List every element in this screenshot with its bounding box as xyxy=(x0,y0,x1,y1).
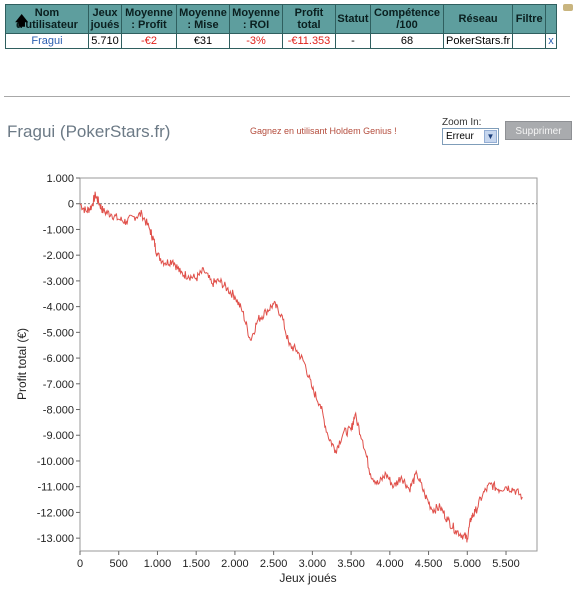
x-tick-label: 3.000 xyxy=(299,558,327,570)
profit-series-line xyxy=(79,191,523,543)
x-axis-label: Jeux joués xyxy=(279,571,336,585)
y-axis-label: Profit total (€) xyxy=(15,328,29,400)
promo-link[interactable]: Gagnez en utilisant Holdem Genius ! xyxy=(250,126,397,136)
x-tick-label: 2.000 xyxy=(221,558,249,570)
col-header-games[interactable]: Jeux joués xyxy=(88,4,122,34)
y-tick-label: -5.000 xyxy=(43,327,74,339)
col-header-status[interactable]: Statut xyxy=(335,4,371,34)
x-tick-label: 4.000 xyxy=(376,558,404,570)
zoom-select[interactable]: Erreur ▼ xyxy=(442,128,499,145)
x-tick-label: 5.000 xyxy=(454,558,482,570)
player-title: Fragui (PokerStars.fr) xyxy=(7,122,171,141)
cell-avg-stake: €31 xyxy=(176,33,230,49)
x-tick-label: 1.500 xyxy=(182,558,210,570)
chevron-down-icon[interactable]: ▼ xyxy=(484,130,497,143)
chart-axes: 1.000 0 -1.000 -2.000 -3.000 -4.000 -5.000 -6.0… xyxy=(37,173,520,570)
cell-username[interactable]: Fragui xyxy=(5,33,89,49)
remove-link[interactable]: x xyxy=(545,33,557,49)
y-tick-label: -7.000 xyxy=(43,379,74,391)
x-tick-label: 4.500 xyxy=(415,558,443,570)
x-tick-label: 1.000 xyxy=(144,558,172,570)
col-header-avg-stake[interactable]: Moyenne : Mise xyxy=(176,4,230,34)
table-row: Fragui 5.710 -€2 €31 -3% -€11.353 - 68 P… xyxy=(5,33,557,49)
y-tick-label: -4.000 xyxy=(43,302,74,314)
x-tick-label: 2.500 xyxy=(260,558,288,570)
y-tick-label: -3.000 xyxy=(43,276,74,288)
cell-avg-profit: -€2 xyxy=(121,33,177,49)
col-header-username[interactable]: 🡅 Nom d'utilisateur xyxy=(5,4,89,34)
toolbar-icon-3[interactable] xyxy=(562,4,573,11)
y-tick-label: 0 xyxy=(68,199,74,211)
cell-avg-roi: -3% xyxy=(229,33,283,49)
y-tick-label: -8.000 xyxy=(43,405,74,417)
zoom-label: Zoom In: xyxy=(442,117,482,128)
cell-skill: 68 xyxy=(370,33,444,49)
cell-network: PokerStars.fr xyxy=(442,33,514,49)
y-tick-label: -11.000 xyxy=(38,482,75,494)
col-header-skill[interactable]: Compétence /100 xyxy=(370,4,444,34)
profit-chart: 1.000 0 -1.000 -2.000 -3.000 -4.000 -5.000 -6.0… xyxy=(15,173,538,585)
y-tick-label: -1.000 xyxy=(43,224,74,236)
y-tick-label: -9.000 xyxy=(43,430,74,442)
col-header-remove xyxy=(545,4,557,34)
x-tick-label: 5.500 xyxy=(492,558,520,570)
x-tick-label: 0 xyxy=(77,558,83,570)
cell-status: - xyxy=(335,33,371,49)
table-header-row: 🡅 Nom d'utilisateur Jeux joués Moyenne :… xyxy=(5,4,557,34)
section-divider xyxy=(4,96,570,97)
y-tick-label: -13.000 xyxy=(37,533,74,545)
delete-button[interactable]: Supprimer xyxy=(505,121,572,140)
col-header-avg-profit[interactable]: Moyenne : Profit xyxy=(121,4,177,34)
sort-up-icon[interactable]: 🡅 xyxy=(15,13,29,28)
zoom-selected-value: Erreur xyxy=(446,131,474,142)
x-tick-label: 500 xyxy=(110,558,128,570)
x-tick-label: 3.500 xyxy=(337,558,365,570)
cell-filter[interactable] xyxy=(512,33,547,49)
cell-total-profit: -€11.353 xyxy=(282,33,336,49)
y-tick-label: -12.000 xyxy=(37,507,74,519)
players-table: 🡅 Nom d'utilisateur Jeux joués Moyenne :… xyxy=(5,4,557,49)
col-header-filter[interactable]: Filtre xyxy=(512,4,547,34)
plot-background xyxy=(79,177,538,552)
cell-games: 5.710 xyxy=(88,33,122,49)
col-header-avg-roi[interactable]: Moyenne : ROI xyxy=(229,4,283,34)
y-tick-label: -10.000 xyxy=(37,456,74,468)
col-header-total-profit[interactable]: Profit total xyxy=(282,4,336,34)
y-tick-label: 1.000 xyxy=(46,173,74,185)
col-header-network[interactable]: Réseau xyxy=(442,4,514,34)
y-tick-label: -6.000 xyxy=(43,353,74,365)
y-tick-label: -2.000 xyxy=(43,250,74,262)
header-label: Nom d'utilisateur xyxy=(16,7,78,31)
